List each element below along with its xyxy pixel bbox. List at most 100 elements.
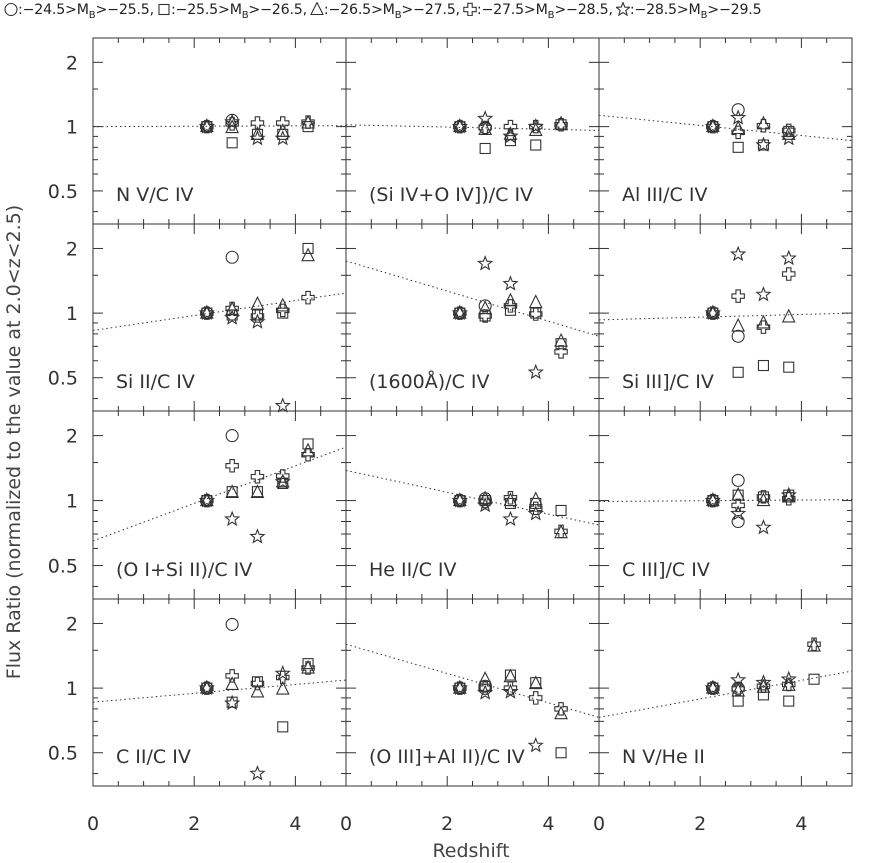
data-point-star (477, 496, 494, 513)
legend: :−24.5>MB>−25.5,:−25.5>MB>−26.5,:−26.5>M… (4, 0, 764, 24)
legend-label: :−26.5>M (323, 2, 395, 18)
data-point-square (783, 361, 795, 373)
fit-line (345, 469, 600, 526)
y-tick-label: 1 (66, 491, 78, 513)
legend-item-circle: :−24.5>MB>−25.5, (4, 2, 154, 21)
circle-marker-icon (4, 2, 18, 17)
panel-7: 0.5 1 2 (O I+Si II)/C IV (48, 410, 347, 600)
data-point-star (502, 510, 519, 527)
data-point-star (249, 313, 266, 329)
data-point-cross (756, 118, 771, 133)
data-point-triangle (225, 484, 240, 499)
panel-4: 0.5 1 2 Si II/C IV (48, 223, 347, 413)
data-point-triangle (705, 492, 720, 507)
data-point-cross (275, 303, 290, 318)
data-point-triangle (452, 679, 467, 694)
data-point-star (451, 304, 468, 321)
data-point-star (224, 510, 241, 527)
data-point-cross (478, 120, 492, 135)
data-point-square (757, 491, 770, 503)
data-point-triangle (478, 670, 493, 685)
data-point-triangle (756, 314, 771, 329)
data-point-square (732, 695, 744, 707)
x-tick-label: 2 (441, 813, 453, 835)
data-point-triangle (705, 118, 720, 133)
panel-2: (Si IV+O IV])/C IV (345, 37, 600, 225)
legend-range-end: >−29.5 (707, 2, 762, 18)
data-point-cross (528, 307, 543, 321)
data-point-square (783, 695, 795, 707)
panel-title: Si III]/C IV (622, 371, 714, 393)
legend-label: :−27.5>M (476, 2, 548, 18)
data-point-star (451, 118, 468, 134)
data-point-triangle (781, 308, 796, 323)
data-point-star (249, 129, 266, 146)
x-tick-label: 0 (340, 813, 352, 835)
data-point-star (755, 136, 772, 152)
data-point-star (780, 486, 797, 503)
data-point-star (249, 765, 266, 781)
legend-subscript: B (547, 9, 555, 21)
y-tick-label: 2 (66, 52, 78, 74)
data-point-triangle (528, 294, 543, 309)
data-point-cross (781, 267, 796, 281)
y-tick-label: 0.5 (48, 556, 78, 578)
legend-item-cross: :−27.5>MB>−28.5, (463, 2, 613, 21)
legend-label: :−25.5>M (170, 2, 242, 18)
data-point-triangle (250, 484, 265, 499)
data-point-square (226, 137, 238, 149)
y-tick-label: 1 (66, 117, 78, 139)
data-point-triangle (478, 300, 493, 315)
data-point-triangle (275, 297, 290, 312)
data-point-star (274, 664, 291, 681)
legend-marker-square (158, 3, 170, 16)
data-point-triangle (705, 304, 720, 319)
data-point-square (555, 504, 567, 517)
data-point-triangle (199, 118, 214, 133)
data-point-star (274, 129, 291, 146)
data-point-star (704, 304, 721, 321)
legend-marker-circle (4, 2, 18, 17)
data-point-triangle (731, 317, 746, 332)
x-axis-label: Redshift (432, 840, 510, 862)
legend-marker-cross (463, 2, 477, 17)
data-point-cross (756, 679, 771, 694)
legend-item-star: :−28.5>MB>−29.5 (614, 0, 762, 21)
panel-title: (O III]+Al II)/C IV (369, 746, 525, 768)
panel-6: Si III]/C IV (598, 223, 853, 412)
data-point-square (757, 689, 770, 701)
x-tick-label: 4 (795, 813, 807, 835)
star-marker-icon (614, 0, 631, 17)
data-point-triangle (301, 659, 315, 674)
data-point-circle (225, 429, 239, 443)
data-point-cross (781, 491, 796, 506)
legend-subscript: B (700, 9, 708, 21)
legend-marker-triangle (310, 1, 324, 16)
x-tick-label: 0 (87, 813, 99, 835)
data-point-cross (781, 677, 796, 692)
data-point-square (479, 310, 491, 322)
data-point-square (757, 359, 770, 372)
data-point-triangle (781, 126, 796, 140)
data-point-star (780, 249, 797, 266)
fit-line (345, 124, 600, 131)
data-point-triangle (528, 675, 543, 690)
data-point-cross (503, 681, 518, 695)
data-point-star (502, 127, 519, 144)
data-point-star (730, 245, 747, 262)
data-point-star (451, 679, 468, 696)
fit-line (598, 114, 853, 142)
data-point-star (755, 286, 772, 302)
data-point-cross (731, 125, 745, 140)
data-point-triangle (731, 486, 746, 501)
data-point-star (527, 737, 544, 753)
data-point-cross (250, 676, 265, 691)
data-point-cross (554, 702, 568, 716)
data-point-cross (503, 119, 518, 134)
data-point-triangle (301, 442, 315, 457)
fit-line (598, 670, 853, 718)
x-tick-label: 4 (289, 813, 301, 835)
data-point-cross (478, 494, 492, 509)
panel-title: Si II/C IV (116, 371, 195, 393)
